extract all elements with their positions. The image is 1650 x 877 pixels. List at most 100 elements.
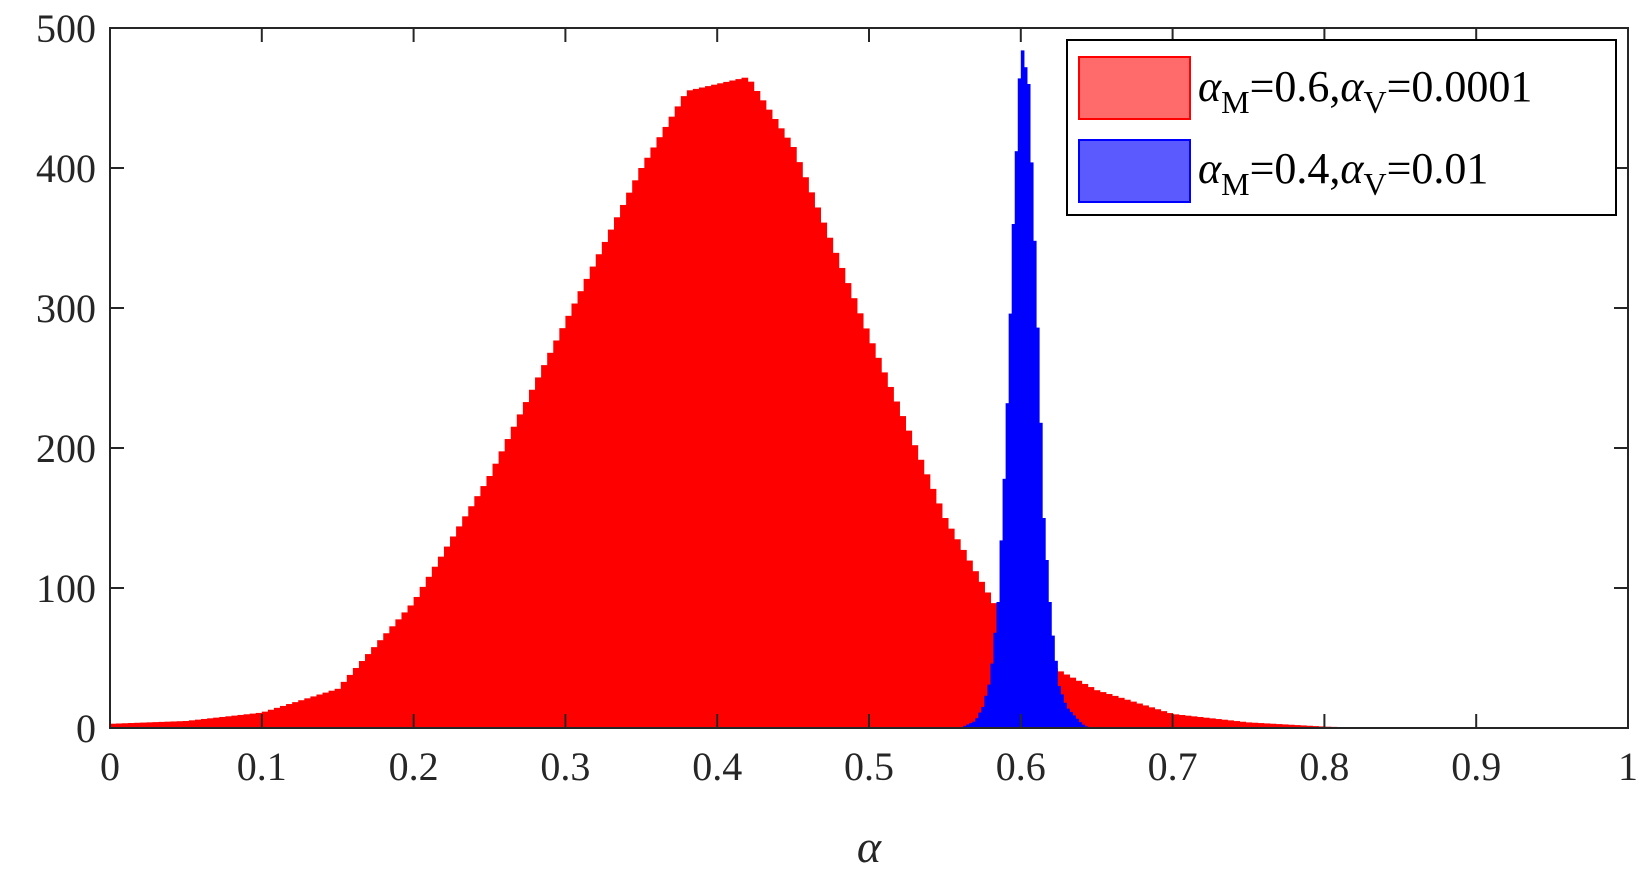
y-tick-label: 100 [36, 566, 96, 611]
red-bar [1142, 705, 1149, 728]
red-bar [747, 81, 755, 729]
red-bar [741, 77, 749, 728]
red-bar [401, 612, 409, 728]
red-bar [1087, 687, 1095, 728]
blue-bar [1014, 151, 1019, 728]
y-tick-label: 500 [36, 6, 96, 51]
red-bar [188, 720, 196, 728]
x-tick-label: 0.5 [844, 744, 894, 789]
red-bar [1136, 703, 1143, 728]
blue-bar [969, 723, 973, 728]
red-bar [498, 451, 506, 728]
red-bar [146, 722, 154, 728]
red-bar [231, 715, 239, 728]
red-bar [705, 86, 712, 729]
legend-swatch-blue [1078, 139, 1191, 203]
red-bar [134, 722, 141, 728]
red-bar [765, 109, 773, 729]
red-bar [1281, 724, 1289, 728]
red-bar [771, 119, 779, 728]
blue-bar [1054, 660, 1058, 728]
x-tick-label: 0.1 [237, 744, 287, 789]
red-bar [334, 688, 342, 728]
red-bar [583, 278, 591, 728]
red-bar [1202, 717, 1210, 728]
red-bar [917, 459, 925, 728]
red-bar [887, 386, 894, 728]
red-bar [1227, 720, 1234, 728]
red-bar [225, 716, 233, 728]
red-bar [960, 549, 967, 728]
red-bar [328, 690, 336, 728]
blue-bar [1042, 518, 1046, 728]
red-bar [213, 717, 220, 728]
blue-bar [1029, 162, 1034, 728]
red-bar [128, 723, 135, 728]
red-bar [869, 343, 876, 728]
red-bar [1178, 715, 1186, 728]
red-bar [1257, 723, 1265, 728]
blue-bar [1011, 224, 1016, 728]
red-bar [164, 721, 172, 728]
blue-bar [990, 663, 995, 728]
red-bar [1233, 721, 1240, 728]
red-bar [838, 267, 846, 728]
red-bar [298, 700, 305, 728]
x-tick-label: 0.9 [1451, 744, 1501, 789]
red-bar [443, 546, 451, 728]
red-bar [656, 137, 664, 728]
red-bar [717, 83, 724, 729]
red-bar [492, 463, 500, 728]
red-bar [881, 372, 888, 728]
red-bar [1166, 713, 1174, 728]
red-bar [122, 723, 129, 728]
red-bar [1209, 718, 1216, 728]
red-bar [292, 702, 299, 728]
red-bar [972, 571, 979, 728]
blue-bar [1032, 240, 1037, 729]
red-bar [735, 79, 743, 729]
red-bar [280, 705, 287, 728]
red-bar [947, 528, 955, 728]
blue-bar [963, 725, 967, 728]
red-bar [923, 474, 931, 728]
red-bar [182, 721, 190, 728]
blue-bar [1048, 602, 1052, 728]
red-bar [1300, 725, 1307, 728]
red-bar [273, 707, 281, 728]
red-bar [698, 87, 706, 728]
red-bar [1306, 725, 1313, 728]
red-bar [413, 596, 421, 728]
red-bar [1105, 694, 1113, 728]
red-bar [638, 168, 645, 728]
red-bar [207, 718, 214, 728]
x-axis-label: α [857, 821, 882, 872]
blue-bar [1005, 403, 1010, 728]
red-bar [516, 414, 524, 728]
red-bar [116, 723, 123, 728]
blue-bar [984, 695, 989, 728]
red-bar [595, 254, 603, 729]
red-bar [176, 721, 184, 728]
red-bar [1154, 709, 1162, 728]
red-bar [462, 516, 469, 728]
x-tick-label: 0.4 [692, 744, 742, 789]
red-bar [322, 692, 330, 728]
red-bar [365, 654, 372, 728]
red-bar [201, 718, 208, 728]
red-bar [844, 283, 852, 728]
red-bar [1184, 715, 1192, 728]
blue-bar [1002, 478, 1007, 728]
red-bar [692, 88, 700, 728]
y-tick-label: 200 [36, 426, 96, 471]
red-bar [110, 723, 117, 728]
blue-bar [1060, 694, 1064, 728]
red-bar [1063, 674, 1070, 728]
red-bar [1081, 683, 1089, 728]
red-bar [723, 81, 730, 728]
blue-bar [1081, 724, 1086, 728]
red-bar [802, 177, 809, 729]
red-bar [954, 539, 961, 728]
red-bar [1245, 722, 1253, 728]
